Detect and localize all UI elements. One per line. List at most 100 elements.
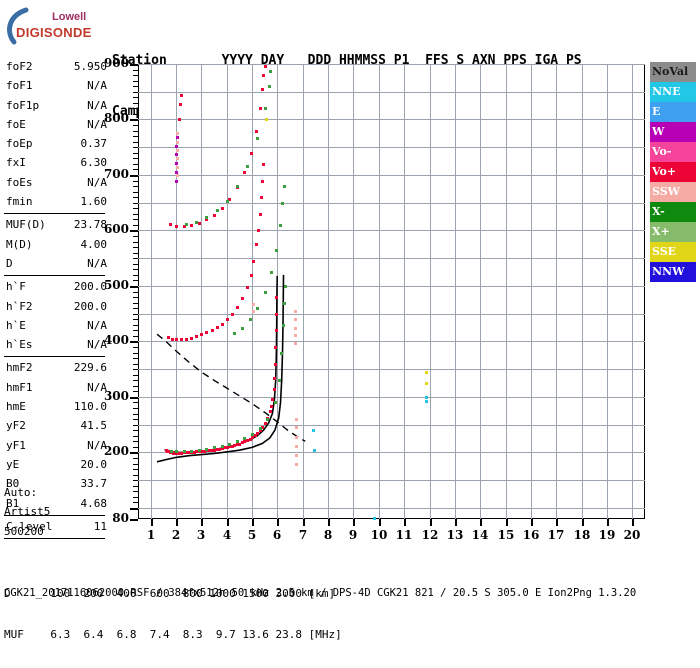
y-tick-major [130, 519, 138, 521]
legend-item-vo[interactable]: Vo+ [650, 162, 696, 182]
legend-item-w[interactable]: W [650, 122, 696, 142]
y-tick-minor [133, 386, 138, 387]
echo-point [235, 443, 239, 447]
echo-point [424, 395, 428, 399]
echo-point [175, 225, 179, 229]
x-tick-major [480, 519, 482, 526]
y-tick-minor [133, 275, 138, 276]
y-tick-minor [133, 247, 138, 248]
x-tick-label: 6 [272, 528, 282, 542]
echo-point [256, 229, 260, 233]
x-tick-major [556, 519, 558, 526]
echo-point [263, 422, 267, 425]
echo-point [295, 418, 299, 422]
echo-point [272, 387, 276, 391]
grid-line-vertical [531, 64, 532, 519]
y-tick-minor [133, 458, 138, 459]
grid-line-vertical [582, 64, 583, 519]
x-tick-label: 14 [471, 528, 489, 542]
echo-point [202, 449, 206, 453]
echo-point [243, 440, 247, 444]
legend-item-e[interactable]: E [650, 102, 696, 122]
param-key: fmin [6, 195, 33, 209]
y-tick-major [130, 286, 138, 288]
legend-item-x[interactable]: X+ [650, 222, 696, 242]
legend-item-sse[interactable]: SSE [650, 242, 696, 262]
file-info-line: CGK21_2017116062000.RSF / 384fx512h 50 k… [4, 587, 637, 599]
y-tick-minor [133, 131, 138, 132]
param-row-hmf1: hmF1 N/A [4, 379, 109, 398]
grid-line-vertical [556, 64, 557, 519]
param-row-hmf2: hmF2 229.6 [4, 359, 109, 378]
param-key: hmE [6, 400, 26, 414]
echo-point [195, 334, 199, 338]
echo-point [233, 332, 237, 336]
y-tick-minor [133, 142, 138, 143]
y-tick-minor [133, 92, 138, 93]
y-tick-minor [133, 436, 138, 437]
param-value: 5.950 [73, 60, 107, 73]
grid-line-vertical [303, 64, 304, 519]
echo-point [313, 448, 317, 452]
param-value: 1.60 [80, 195, 108, 209]
param-value: 229.6 [73, 361, 107, 375]
echo-point [294, 333, 298, 337]
x-tick-major [151, 519, 153, 526]
param-row-foes: foEs N/A [4, 174, 109, 193]
echo-point [275, 248, 279, 252]
grid-line-horizontal [138, 64, 645, 65]
param-value: 33.7 [80, 477, 108, 491]
param-key: M(D) [6, 237, 33, 251]
profile-curve [156, 274, 285, 463]
legend-item-nnw[interactable]: NNW [650, 262, 696, 282]
legend-label: NoVal [652, 65, 689, 78]
legend-item-nne[interactable]: NNE [650, 82, 696, 102]
y-tick-major [130, 230, 138, 232]
y-tick-minor [133, 358, 138, 359]
echo-point [258, 107, 262, 111]
echo-point [243, 436, 247, 440]
grid-line-vertical [632, 64, 633, 519]
legend-item-noval[interactable]: NoVal [650, 62, 696, 82]
param-value: 20.0 [80, 457, 108, 471]
y-tick-minor [133, 158, 138, 159]
y-tick-major [130, 508, 138, 510]
grid-line-horizontal [138, 452, 645, 453]
x-tick-label: 19 [598, 528, 616, 542]
y-tick-minor [133, 242, 138, 243]
y-tick-minor [133, 181, 138, 182]
legend-item-x[interactable]: X- [650, 202, 696, 222]
param-value: 6.30 [80, 156, 108, 170]
y-tick-minor [133, 269, 138, 270]
legend-item-vo[interactable]: Vo- [650, 142, 696, 162]
echo-point [185, 337, 189, 341]
param-key: h`F2 [6, 299, 33, 313]
legend-item-ssw[interactable]: SSW [650, 182, 696, 202]
y-tick-label: 800 [103, 111, 129, 125]
legend-label: E [652, 105, 661, 118]
logo-arc-icon [7, 7, 29, 45]
echo-point [259, 196, 263, 200]
echo-point [238, 442, 242, 446]
param-value: N/A [87, 175, 107, 189]
y-tick-minor [133, 103, 138, 104]
echo-point [268, 410, 272, 414]
grid-line-vertical [201, 64, 202, 519]
param-key: foF1p [6, 98, 40, 112]
ionogram-plot[interactable]: 200 300 400 500 600 700 800 900 80 1 2 3 4 5 6 7 8 9 10 11… [104, 56, 645, 542]
echo-point [220, 446, 224, 450]
echo-point [225, 199, 229, 203]
echo-point [258, 427, 262, 430]
param-divider [4, 356, 105, 358]
param-row-foe: foE N/A [4, 116, 109, 135]
echo-point [294, 309, 298, 313]
echo-point [243, 170, 247, 174]
grid-line-vertical [379, 64, 380, 519]
legend-label: Vo- [652, 145, 672, 158]
echo-point [228, 198, 232, 202]
y-tick-minor [133, 236, 138, 237]
param-key: yF2 [6, 419, 26, 433]
polarization-legend[interactable]: NoVal NNE E W Vo- Vo+ SSW X- X+ SSE NNW [650, 62, 696, 282]
legend-label: NNW [652, 265, 685, 278]
echo-point [213, 448, 217, 452]
